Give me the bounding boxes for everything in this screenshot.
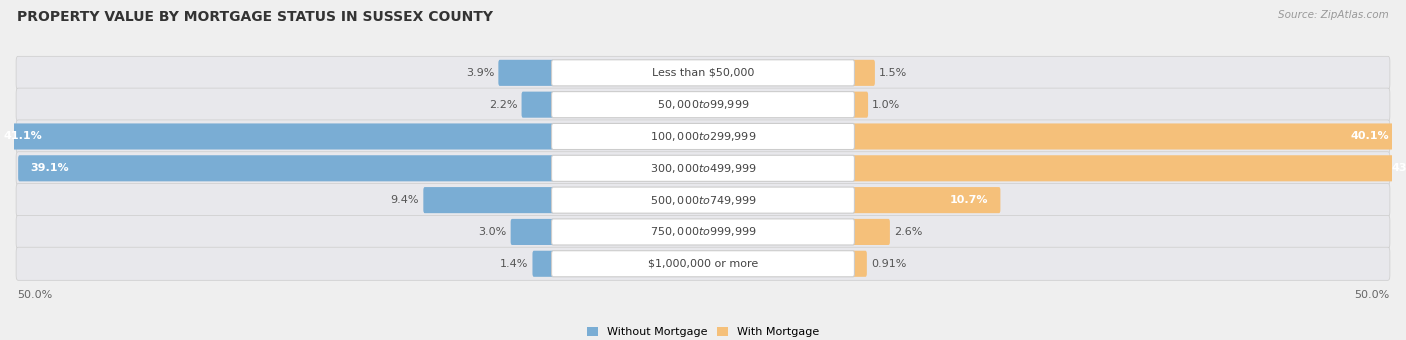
Text: 41.1%: 41.1% bbox=[3, 132, 42, 141]
FancyBboxPatch shape bbox=[551, 155, 855, 181]
Text: Source: ZipAtlas.com: Source: ZipAtlas.com bbox=[1278, 10, 1389, 20]
Text: 2.6%: 2.6% bbox=[894, 227, 922, 237]
Text: 50.0%: 50.0% bbox=[17, 290, 52, 300]
Text: Less than $50,000: Less than $50,000 bbox=[652, 68, 754, 78]
FancyBboxPatch shape bbox=[551, 187, 855, 213]
Text: $100,000 to $299,999: $100,000 to $299,999 bbox=[650, 130, 756, 143]
FancyBboxPatch shape bbox=[852, 123, 1402, 150]
Text: 0.91%: 0.91% bbox=[870, 259, 907, 269]
Text: 3.0%: 3.0% bbox=[478, 227, 506, 237]
Text: 50.0%: 50.0% bbox=[1354, 290, 1389, 300]
FancyBboxPatch shape bbox=[533, 251, 554, 277]
Legend: Without Mortgage, With Mortgage: Without Mortgage, With Mortgage bbox=[582, 322, 824, 340]
FancyBboxPatch shape bbox=[15, 56, 1391, 89]
Text: 39.1%: 39.1% bbox=[31, 163, 69, 173]
Text: 3.9%: 3.9% bbox=[465, 68, 495, 78]
Text: PROPERTY VALUE BY MORTGAGE STATUS IN SUSSEX COUNTY: PROPERTY VALUE BY MORTGAGE STATUS IN SUS… bbox=[17, 10, 494, 24]
Text: 9.4%: 9.4% bbox=[391, 195, 419, 205]
FancyBboxPatch shape bbox=[15, 120, 1391, 153]
FancyBboxPatch shape bbox=[551, 60, 855, 86]
FancyBboxPatch shape bbox=[852, 219, 890, 245]
FancyBboxPatch shape bbox=[852, 60, 875, 86]
Text: $750,000 to $999,999: $750,000 to $999,999 bbox=[650, 225, 756, 238]
FancyBboxPatch shape bbox=[522, 91, 554, 118]
Text: $1,000,000 or more: $1,000,000 or more bbox=[648, 259, 758, 269]
Text: 1.4%: 1.4% bbox=[501, 259, 529, 269]
FancyBboxPatch shape bbox=[15, 184, 1391, 217]
FancyBboxPatch shape bbox=[15, 152, 1391, 185]
FancyBboxPatch shape bbox=[551, 219, 855, 245]
Text: $300,000 to $499,999: $300,000 to $499,999 bbox=[650, 162, 756, 175]
FancyBboxPatch shape bbox=[423, 187, 554, 213]
Text: 1.0%: 1.0% bbox=[872, 100, 900, 110]
FancyBboxPatch shape bbox=[15, 88, 1391, 121]
FancyBboxPatch shape bbox=[510, 219, 554, 245]
FancyBboxPatch shape bbox=[852, 251, 868, 277]
Text: $500,000 to $749,999: $500,000 to $749,999 bbox=[650, 193, 756, 207]
FancyBboxPatch shape bbox=[498, 60, 554, 86]
FancyBboxPatch shape bbox=[551, 123, 855, 150]
FancyBboxPatch shape bbox=[852, 187, 1001, 213]
FancyBboxPatch shape bbox=[0, 123, 554, 150]
FancyBboxPatch shape bbox=[852, 155, 1406, 181]
Text: 1.5%: 1.5% bbox=[879, 68, 907, 78]
FancyBboxPatch shape bbox=[18, 155, 554, 181]
Text: 43.1%: 43.1% bbox=[1392, 163, 1406, 173]
FancyBboxPatch shape bbox=[15, 247, 1391, 280]
Text: 2.2%: 2.2% bbox=[489, 100, 517, 110]
FancyBboxPatch shape bbox=[551, 251, 855, 277]
FancyBboxPatch shape bbox=[852, 91, 868, 118]
FancyBboxPatch shape bbox=[551, 91, 855, 118]
Text: 40.1%: 40.1% bbox=[1351, 132, 1389, 141]
Text: $50,000 to $99,999: $50,000 to $99,999 bbox=[657, 98, 749, 111]
Text: 10.7%: 10.7% bbox=[949, 195, 988, 205]
FancyBboxPatch shape bbox=[15, 216, 1391, 249]
